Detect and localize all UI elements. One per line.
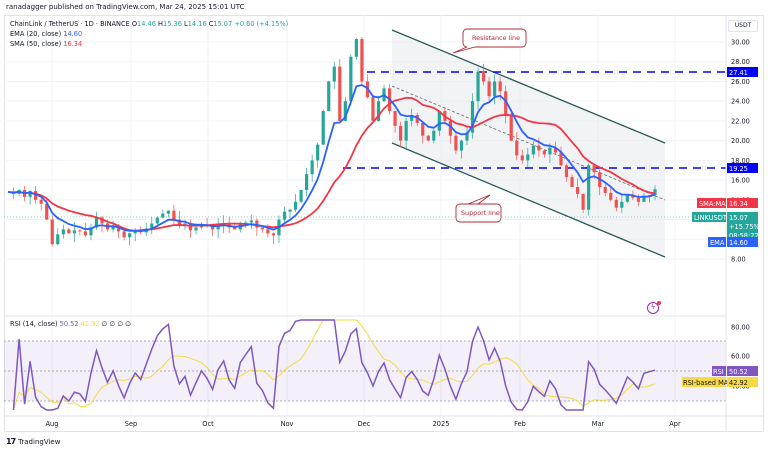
- price-tick: 8.00: [731, 256, 746, 264]
- close-value: 15.07: [213, 20, 233, 28]
- resistance-trendline[interactable]: [391, 29, 666, 144]
- ema-legend[interactable]: EMA (20, close) 14.60: [10, 30, 83, 38]
- svg-text:42.92: 42.92: [729, 379, 748, 387]
- rsi-line[interactable]: [12, 319, 656, 411]
- resistance-callout[interactable]: Resistance line: [452, 28, 527, 54]
- tradingview-logo-icon: 17: [6, 437, 16, 446]
- svg-text:SMA:MA: SMA:MA: [699, 200, 726, 208]
- time-axis[interactable]: Aug Sep Oct Nov Dec 2025 Feb Mar Apr: [46, 420, 681, 428]
- channel-fill: [392, 30, 665, 257]
- support-level-tag: 19.25: [727, 163, 758, 173]
- svg-text:EMA: EMA: [710, 239, 725, 247]
- rsi-ma-tag: RSI-based MA 42.92: [682, 377, 758, 387]
- symbol-title: ChainLink / TetherUS · 1D · BINANCE: [10, 20, 130, 28]
- svg-text:RSI-based MA: RSI-based MA: [683, 379, 729, 387]
- svg-text:+15.75%: +15.75%: [729, 223, 760, 231]
- price-tick: 20.00: [731, 137, 750, 145]
- time-tick: Nov: [281, 420, 294, 428]
- rsi-tick: 60.00: [731, 353, 750, 361]
- sma-legend[interactable]: SMA (50, close) 16.34: [10, 40, 83, 48]
- sma-tag: SMA:MA 16.34: [697, 198, 758, 208]
- time-tick: Mar: [592, 420, 605, 428]
- price-tick: 28.00: [731, 58, 750, 66]
- low-value: 14.16: [187, 20, 207, 28]
- price-tick: 30.00: [731, 39, 750, 47]
- rsi-value: 50.52: [59, 320, 79, 328]
- sma-line[interactable]: [7, 96, 656, 232]
- time-tick: Dec: [358, 420, 371, 428]
- ema-value: 14.60: [63, 30, 83, 38]
- symbol-price-tag: LINKUSDT 15.07 +15.75% 08:58:22: [692, 212, 760, 240]
- symbol-row[interactable]: ChainLink / TetherUS · 1D · BINANCE O14.…: [10, 20, 289, 28]
- svg-text:Resistance line: Resistance line: [472, 34, 520, 42]
- rsi-legend[interactable]: RSI (14, close) 50.52 42.92 ∅ ∅ ∅ ∅: [10, 320, 131, 328]
- high-value: 15.36: [163, 20, 182, 28]
- chart-legend: ChainLink / TetherUS · 1D · BINANCE O14.…: [10, 19, 288, 49]
- currency-label[interactable]: USDT: [728, 20, 758, 32]
- channel-midline: [391, 85, 666, 201]
- sma-value: 16.34: [63, 40, 83, 48]
- time-tick: Aug: [46, 420, 59, 428]
- svg-text:Support line: Support line: [461, 209, 500, 217]
- time-tick: Oct: [202, 420, 214, 428]
- svg-text:LINKUSDT: LINKUSDT: [694, 214, 728, 222]
- svg-text:15.07: 15.07: [729, 214, 748, 222]
- svg-text:27.41: 27.41: [729, 69, 748, 77]
- ema-line[interactable]: [7, 84, 656, 233]
- rsi-ma-value: 42.92: [80, 320, 100, 328]
- price-tick: 22.00: [731, 117, 750, 125]
- resistance-level-tag: 27.41: [727, 67, 758, 77]
- time-tick: Feb: [514, 420, 526, 428]
- support-trendline[interactable]: [391, 142, 666, 258]
- price-tick: 18.00: [731, 157, 750, 165]
- tradingview-brand[interactable]: 17 TradingView: [6, 437, 61, 446]
- rsi-tick: 80.00: [731, 324, 750, 332]
- rsi-tag: RSI 50.52: [712, 366, 758, 376]
- change-value: +0.60 (+4.15%): [234, 20, 289, 28]
- open-value: 14.46: [137, 20, 156, 28]
- chart-frame: [4, 15, 764, 432]
- time-tick: Apr: [669, 420, 681, 428]
- publisher-note: ranadagger published on TradingView.com,…: [6, 3, 245, 11]
- ema-tag: EMA 14.60: [708, 237, 758, 247]
- price-tick: 16.00: [731, 177, 750, 185]
- svg-text:RSI: RSI: [713, 368, 724, 376]
- svg-text:08:58:22: 08:58:22: [729, 232, 759, 240]
- svg-text:19.25: 19.25: [729, 165, 748, 173]
- price-tick: 24.00: [731, 98, 750, 106]
- price-tick: 26.00: [731, 78, 750, 86]
- support-callout[interactable]: Support line: [455, 194, 502, 223]
- grid-lines: [4, 15, 726, 416]
- lightning-icon[interactable]: ϟ: [647, 301, 661, 314]
- svg-text:50.52: 50.52: [729, 368, 748, 376]
- time-tick: Sep: [125, 420, 137, 428]
- time-tick: 2025: [433, 420, 450, 428]
- svg-text:16.34: 16.34: [729, 200, 748, 208]
- svg-text:14.60: 14.60: [729, 239, 748, 247]
